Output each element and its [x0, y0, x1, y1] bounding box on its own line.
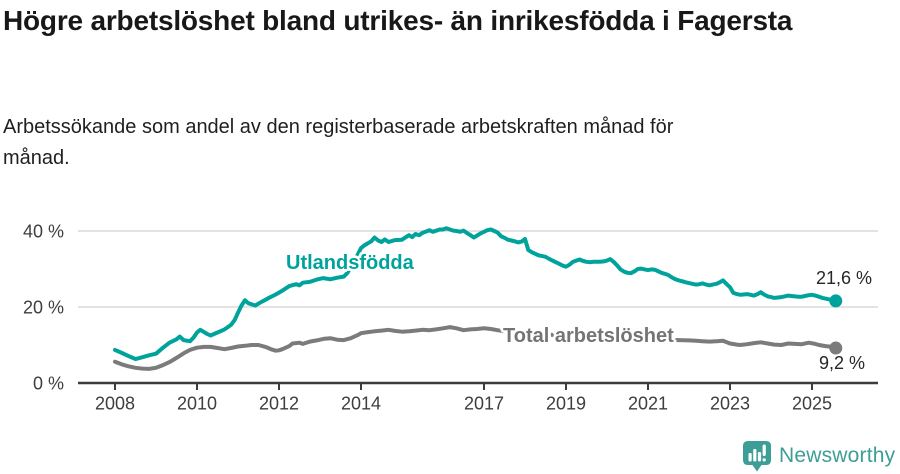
- newsworthy-bubble-chart-icon: [743, 441, 771, 472]
- x-axis-tick-label: 2012: [259, 394, 299, 414]
- y-axis-tick-label: 20 %: [23, 298, 64, 318]
- chart-subtitle: Arbetssökande som andel av den registerb…: [3, 116, 674, 169]
- x-axis-tick-label: 2025: [792, 394, 832, 414]
- x-axis-tick-label: 2019: [546, 394, 586, 414]
- y-axis-tick-label: 40 %: [23, 222, 64, 242]
- x-axis-tick-label: 2021: [628, 394, 668, 414]
- x-axis-tick-label: 2017: [464, 394, 504, 414]
- series-line-utlandsfodda: [113, 226, 838, 362]
- series-end-dot-total: [829, 341, 843, 355]
- series-label-total-arbetsloshet: Total arbetslöshet: [503, 325, 674, 347]
- chart-title: Högre arbetslöshet bland utrikes- än inr…: [3, 5, 793, 36]
- x-axis-tick-label: 2023: [710, 394, 750, 414]
- x-axis-tick-label: 2010: [177, 394, 217, 414]
- end-value-label-utlandsfodda: 21,6 %: [816, 268, 873, 288]
- x-axis-tick-label: 2008: [95, 394, 135, 414]
- newsworthy-brand-text: Newsworthy: [779, 444, 896, 467]
- y-axis-tick-label: 0 %: [33, 374, 64, 394]
- series-label-utlandsfodda: Utlandsfödda: [286, 252, 414, 274]
- series-end-dot-utlandsfodda: [829, 294, 843, 308]
- series-line-total: [113, 325, 838, 371]
- newsworthy-logo: Newsworthy: [742, 440, 895, 472]
- x-axis-tick-label: 2014: [341, 394, 381, 414]
- end-value-label-total: 9,2 %: [819, 353, 866, 373]
